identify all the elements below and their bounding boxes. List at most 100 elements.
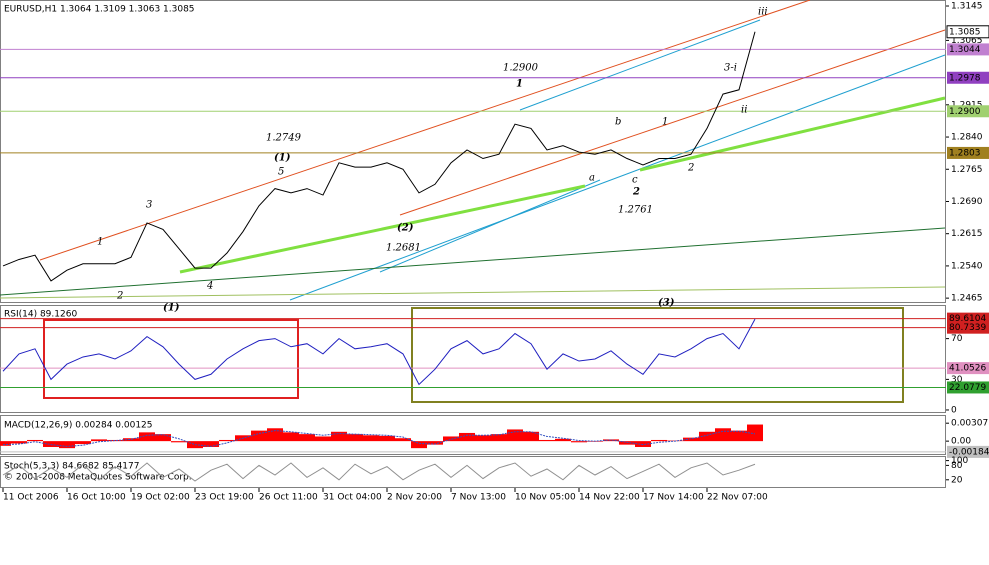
- y-tick-label: 1.2840: [951, 133, 983, 143]
- level-label: 80.7339: [949, 323, 986, 333]
- histogram-bar: [683, 437, 699, 442]
- histogram-bar: [91, 439, 107, 442]
- green-line: [179, 184, 586, 274]
- wave-label: 1: [516, 79, 523, 90]
- level-box: [947, 445, 989, 458]
- olive-line: [0, 286, 946, 299]
- histogram-bar: [347, 434, 363, 442]
- histogram-bar: [331, 431, 347, 442]
- price-title: EURUSD,H1 1.3064 1.3109 1.3063 1.3085: [4, 5, 195, 15]
- y-tick-label: 1.2765: [951, 165, 983, 175]
- series-line: [2, 318, 756, 386]
- histogram-bar: [11, 441, 27, 444]
- level-label: 1.2978: [949, 73, 981, 83]
- blue-line: [289, 54, 946, 301]
- histogram-bar: [251, 430, 267, 442]
- y-tick-label: 1.3065: [951, 36, 983, 46]
- histogram-bar: [315, 436, 331, 442]
- histogram-bar: [43, 441, 59, 447]
- wave-label: 1.2681: [386, 243, 421, 254]
- histogram-bar: [747, 424, 763, 442]
- histogram-bar: [619, 441, 635, 445]
- wave-label: 2: [687, 163, 694, 174]
- histogram-bar: [539, 439, 555, 442]
- x-tick-label: 31 Oct 04:00: [323, 493, 382, 503]
- channel-mid: [399, 29, 946, 216]
- x-tick-label: 14 Nov 22:00: [579, 493, 640, 503]
- level-label: 1.2900: [949, 107, 981, 117]
- x-tick-label: 10 Nov 05:00: [515, 493, 576, 503]
- wave-label: ii: [741, 105, 747, 116]
- histogram-bar: [475, 435, 491, 442]
- wave-label: a: [589, 173, 595, 184]
- histogram-bar: [507, 429, 523, 442]
- x-tick-label: 17 Nov 14:00: [643, 493, 704, 503]
- channel-top: [39, 0, 811, 261]
- histogram-bar: [731, 430, 747, 442]
- wave-label: 1.2900: [503, 63, 539, 74]
- y-tick-label: 0.00: [951, 437, 971, 447]
- wave-label: 1: [662, 117, 668, 128]
- histogram-bar: [75, 441, 91, 445]
- x-tick-label: 11 Oct 2006: [3, 493, 59, 503]
- stoch-title: Stoch(5,3,3) 84.6682 85.4177: [4, 462, 139, 472]
- histogram-bar: [411, 441, 427, 449]
- green-line: [639, 96, 946, 172]
- price-panel: [0, 0, 946, 303]
- y-tick-label: 1.2690: [951, 197, 983, 207]
- y-tick-label: 0: [951, 405, 957, 415]
- histogram-bar: [379, 435, 395, 442]
- wave-label: c: [632, 175, 638, 186]
- wave-label: b: [615, 117, 621, 128]
- rsi-title: RSI(14) 89.1260: [4, 310, 77, 320]
- y-tick-label: 1.2540: [951, 261, 983, 271]
- stoch-panel: [0, 456, 946, 488]
- x-tick-label: 26 Oct 11:00: [259, 493, 318, 503]
- wave-label: 3: [146, 200, 152, 211]
- histogram-bar: [571, 441, 587, 443]
- x-tick-label: 22 Nov 07:00: [707, 493, 768, 503]
- x-tick-label: 19 Oct 02:00: [131, 493, 190, 503]
- histogram-bar: [203, 441, 219, 447]
- level-label: 41.0526: [949, 364, 986, 374]
- histogram-bar: [171, 441, 187, 443]
- histogram-bar: [459, 432, 475, 442]
- panel-frames: [0, 0, 946, 488]
- wave-label: iii: [758, 7, 768, 18]
- y-tick-label: 0.00307: [951, 419, 988, 429]
- histogram-bar: [555, 438, 571, 442]
- level-box: [947, 321, 989, 334]
- rsi-box: [43, 319, 299, 399]
- dark-green-line: [0, 227, 946, 296]
- wave-label: (3): [658, 298, 675, 309]
- level-box: [947, 146, 989, 159]
- x-tick-label: 23 Oct 19:00: [195, 493, 254, 503]
- level-box: [947, 71, 989, 84]
- trend-lines: [0, 0, 946, 403]
- y-tick-label: 70: [951, 334, 963, 344]
- histogram-bar: [443, 436, 459, 442]
- y-tick-label: 20: [951, 475, 963, 485]
- histogram-bar: [635, 441, 651, 447]
- level-label: 89.6104: [949, 314, 986, 324]
- histogram-bar: [299, 434, 315, 442]
- x-tick-label: 2 Nov 20:00: [387, 493, 442, 503]
- current-price-box: [946, 25, 989, 39]
- series-line: [2, 462, 756, 482]
- macd-panel: [0, 415, 946, 455]
- wave-label: 2: [116, 291, 123, 302]
- level-box: [947, 381, 989, 394]
- level-label: 1.3044: [949, 45, 981, 55]
- histogram-bar: [603, 439, 619, 442]
- histogram-bar: [699, 431, 715, 442]
- histogram-bar: [651, 439, 667, 442]
- histogram-bar: [59, 441, 75, 449]
- level-label: -0.00184: [949, 447, 989, 457]
- y-tick-label: 1.2615: [951, 229, 983, 239]
- wave-label: (1): [274, 153, 291, 164]
- y-tick-label: 100: [951, 456, 968, 466]
- wave-label: 1.2761: [618, 205, 653, 216]
- histogram-bar: [427, 441, 443, 445]
- level-label: 22.0779: [949, 383, 986, 393]
